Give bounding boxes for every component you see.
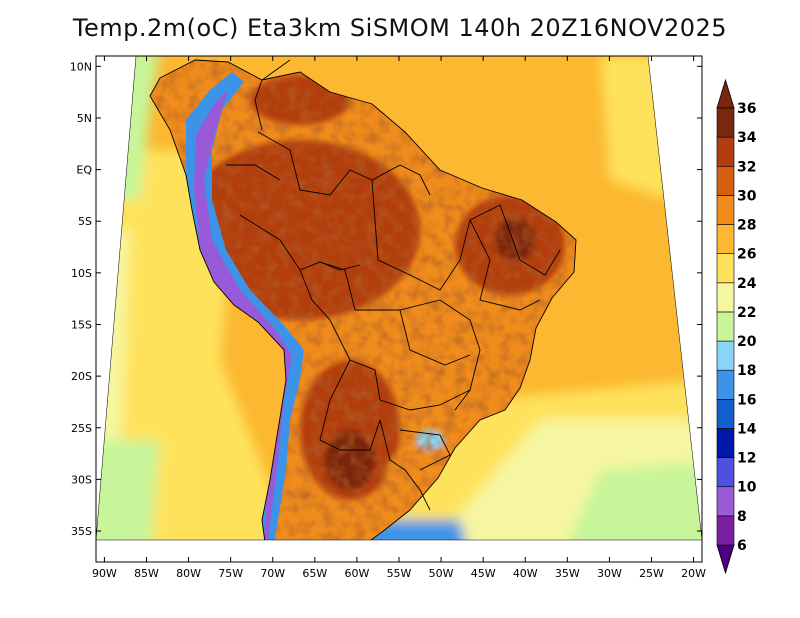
colorbar-label: 6 bbox=[737, 538, 747, 554]
colorbar-swatch bbox=[716, 515, 735, 546]
lon-tick-label: 60W bbox=[344, 567, 369, 580]
lon-tick-label: 55W bbox=[387, 567, 412, 580]
colorbar-label: 36 bbox=[737, 101, 756, 117]
map-title: Temp.2m(oC) Eta3km SiSMOM 140h 20Z16NOV2… bbox=[72, 14, 728, 42]
border-brazil-states-5 bbox=[379, 389, 471, 411]
colorbar-swatch bbox=[716, 428, 735, 458]
lon-tick-label: 35W bbox=[555, 567, 580, 580]
longitude-axis: 90W 85W 80W 75W 70W 65W 60W 55W 50W 45W 40W 35W 30W 2… bbox=[92, 56, 706, 580]
colorbar-swatch bbox=[716, 253, 735, 284]
colorbar-label: 28 bbox=[737, 218, 756, 234]
border-bolivia bbox=[299, 269, 381, 401]
lat-tick-label: 25S bbox=[71, 422, 92, 435]
boundaries bbox=[149, 59, 577, 540]
lat-tick-label: 5S bbox=[78, 215, 92, 228]
ocean-mild-northeast bbox=[600, 56, 670, 200]
lat-tick-label: 10S bbox=[71, 267, 92, 280]
colorbar-label: 24 bbox=[737, 276, 757, 292]
border-brazil-states-8 bbox=[399, 429, 451, 471]
colorbar-label: 34 bbox=[737, 130, 757, 146]
border-brazil-states-7 bbox=[469, 219, 541, 311]
lon-tick-label: 65W bbox=[302, 567, 327, 580]
colorbar-label: 10 bbox=[737, 480, 757, 496]
colorbar: 6 8 10 12 14 16 18 20 22 24 26 28 30 32 34 36 bbox=[716, 78, 757, 575]
colorbar-label: 26 bbox=[737, 247, 756, 263]
colorbar-label: 8 bbox=[737, 509, 747, 525]
lon-tick-label: 80W bbox=[176, 567, 201, 580]
colorbar-swatch bbox=[716, 369, 735, 400]
colorbar-swatch bbox=[716, 486, 735, 517]
colorbar-swatch bbox=[716, 165, 735, 196]
border-colombia-ecuador bbox=[226, 164, 281, 181]
colorbar-swatch bbox=[716, 195, 735, 225]
border-brazil-states-4 bbox=[399, 309, 471, 366]
colorbar-label: 22 bbox=[737, 305, 756, 321]
colorbar-label: 18 bbox=[737, 363, 756, 379]
colorbar-swatch bbox=[716, 340, 735, 371]
lon-tick-label: 25W bbox=[639, 567, 664, 580]
lon-tick-label: 40W bbox=[513, 567, 538, 580]
colorbar-label: 20 bbox=[737, 334, 757, 350]
lat-tick-label: 5N bbox=[77, 112, 92, 125]
colorbar-swatch bbox=[716, 457, 735, 488]
border-paraguay bbox=[319, 359, 381, 451]
lon-tick-label: 20W bbox=[681, 567, 706, 580]
lon-tick-label: 75W bbox=[218, 567, 243, 580]
colorbar-swatch bbox=[716, 282, 735, 313]
border-colombia-venezuela bbox=[254, 59, 291, 131]
ocean-cold-pacific bbox=[96, 440, 160, 540]
colorbar-max-arrow bbox=[716, 78, 735, 109]
lon-tick-label: 70W bbox=[260, 567, 285, 580]
border-north bbox=[257, 131, 431, 196]
lon-tick-label: 30W bbox=[597, 567, 622, 580]
lat-tick-label: 30S bbox=[71, 473, 92, 486]
ocean-cold-atlantic bbox=[560, 460, 702, 540]
lat-tick-label: 20S bbox=[71, 370, 92, 383]
colorbar-swatch bbox=[716, 224, 735, 254]
border-brazil-states-2 bbox=[319, 261, 441, 311]
colorbar-swatch bbox=[716, 107, 735, 138]
border-brazil-states-6 bbox=[499, 204, 561, 276]
colorbar-label: 16 bbox=[737, 392, 756, 408]
colorbar-swatch bbox=[716, 136, 735, 167]
lat-tick-label: 15S bbox=[71, 318, 92, 331]
border-uruguay bbox=[379, 419, 431, 511]
colorbar-swatch bbox=[716, 311, 735, 342]
colorbar-label: 12 bbox=[737, 451, 756, 467]
lat-tick-label: EQ bbox=[76, 164, 92, 177]
latitude-axis: 10N 5N EQ 5S 10S 15S 20S 25S 30S 35S bbox=[70, 60, 702, 538]
colorbar-label: 14 bbox=[737, 421, 757, 437]
lon-tick-label: 50W bbox=[429, 567, 454, 580]
map-domain bbox=[96, 56, 702, 540]
colorbar-label: 30 bbox=[737, 188, 757, 204]
colorbar-min-arrow bbox=[716, 544, 735, 575]
colorbar-swatch bbox=[716, 399, 735, 429]
lon-tick-label: 45W bbox=[471, 567, 496, 580]
lat-tick-label: 35S bbox=[71, 525, 92, 538]
colorbar-label: 32 bbox=[737, 159, 756, 175]
border-brazil-states-3 bbox=[439, 299, 481, 411]
lat-tick-label: 10N bbox=[70, 60, 92, 73]
lon-tick-label: 90W bbox=[92, 567, 117, 580]
lon-tick-label: 85W bbox=[134, 567, 159, 580]
